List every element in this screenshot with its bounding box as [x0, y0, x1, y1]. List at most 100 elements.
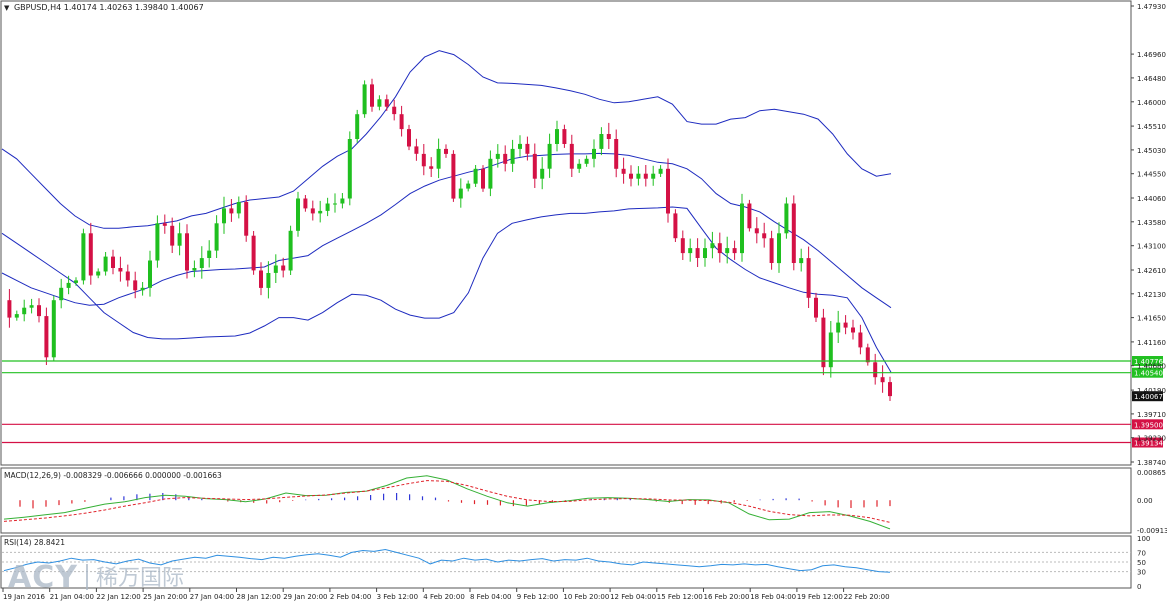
- resistance-level-value: 1.39134: [1134, 440, 1163, 448]
- bear-candle: [399, 114, 404, 130]
- bull-candle: [540, 168, 545, 179]
- bear-candle: [562, 129, 567, 144]
- time-axis-label: 16 Feb 20:00: [704, 593, 750, 601]
- symbol-quote: GBPUSD,H4 1.40174 1.40263 1.39840 1.4006…: [14, 3, 204, 12]
- rsi-axis-label: 70: [1137, 549, 1146, 557]
- support-level-value: 1.40776: [1134, 358, 1163, 366]
- bull-candle: [688, 248, 693, 254]
- bear-candle: [7, 300, 12, 318]
- bull-candle: [207, 250, 212, 258]
- acy-watermark: ACY 稀万国际: [8, 560, 184, 595]
- bull-candle: [296, 198, 300, 231]
- bear-candle: [259, 270, 263, 288]
- bear-candle: [791, 203, 796, 263]
- bull-candle: [836, 322, 841, 333]
- bear-candle: [843, 322, 848, 328]
- bull-candle: [828, 332, 833, 368]
- resistance-level-value: 1.39500: [1134, 421, 1163, 429]
- bull-candle: [355, 114, 360, 139]
- bull-candle: [725, 248, 730, 254]
- bear-candle: [673, 213, 678, 239]
- bear-candle: [370, 84, 374, 107]
- bull-candle: [222, 208, 226, 224]
- bear-candle: [37, 305, 41, 317]
- resistance-level-tag: [1132, 437, 1163, 448]
- price-axis-label: 1.41160: [1137, 339, 1166, 347]
- watermark-divider: [85, 564, 88, 590]
- bear-candle: [747, 203, 752, 229]
- bull-candle: [710, 243, 715, 249]
- bear-candle: [118, 268, 123, 272]
- bear-candle: [229, 208, 234, 214]
- bear-candle: [281, 265, 286, 271]
- bear-candle: [865, 347, 870, 363]
- bull-candle: [325, 203, 330, 211]
- macd-axis-label: 0.00: [1137, 497, 1153, 505]
- bear-candle: [569, 143, 574, 169]
- price-axis-label: 1.46000: [1137, 99, 1166, 107]
- bear-candle: [481, 168, 485, 189]
- bear-candle: [407, 129, 411, 147]
- bear-candle: [680, 238, 685, 254]
- time-axis-label: 18 Feb 04:00: [750, 593, 796, 601]
- bull-candle: [377, 99, 382, 107]
- bull-candle: [96, 271, 101, 276]
- bear-candle: [880, 377, 885, 383]
- time-axis-label: 10 Feb 20:00: [563, 593, 609, 601]
- bear-candle: [814, 297, 818, 318]
- rsi-axis-label: 50: [1137, 559, 1146, 567]
- price-axis-label: 1.39230: [1137, 435, 1166, 443]
- bull-candle: [473, 168, 478, 184]
- time-axis-label: 19 Jan 2016: [3, 593, 46, 601]
- bear-candle: [111, 256, 115, 268]
- bear-candle: [821, 317, 826, 368]
- bear-candle: [503, 153, 508, 164]
- time-axis-label: 2 Feb 04:00: [330, 593, 371, 601]
- time-axis-label: 8 Feb 04:00: [470, 593, 511, 601]
- price-axis-label: 1.42610: [1137, 267, 1166, 275]
- bull-candle: [651, 173, 656, 179]
- bear-candle: [525, 143, 530, 154]
- bull-candle: [74, 280, 78, 283]
- bear-candle: [125, 271, 130, 281]
- bull-candle: [273, 265, 278, 273]
- bull-candle: [140, 287, 145, 291]
- bull-candle: [148, 260, 152, 288]
- time-axis-label: 27 Jan 04:00: [190, 593, 234, 601]
- bear-candle: [732, 248, 737, 254]
- rsi-line: [3, 548, 891, 573]
- bull-candle: [177, 233, 182, 246]
- bull-candle: [466, 183, 471, 189]
- macd-axis-label: -0.009136: [1137, 527, 1167, 535]
- time-axis-label: 21 Jan 04:00: [50, 593, 94, 601]
- bear-candle: [606, 134, 611, 139]
- bull-candle: [318, 210, 323, 214]
- bull-candle: [488, 158, 493, 189]
- time-axis-label: 12 Feb 04:00: [610, 593, 656, 601]
- current-price-value: 1.40067: [1134, 393, 1163, 401]
- main-panel[interactable]: [0, 0, 1132, 466]
- bear-candle: [429, 166, 434, 169]
- collapse-triangle-icon: ▼: [4, 4, 10, 12]
- price-axis-label: 1.39710: [1137, 411, 1166, 419]
- price-axis-label: 1.40190: [1137, 387, 1166, 395]
- bull-candle: [658, 168, 663, 174]
- bear-candle: [310, 208, 315, 214]
- bull-candle: [436, 148, 441, 169]
- bull-candle: [495, 153, 500, 159]
- bear-candle: [303, 198, 308, 209]
- bull-candle: [103, 256, 108, 272]
- price-axis-label: 1.47930: [1137, 3, 1166, 11]
- bull-candle: [777, 233, 781, 264]
- bear-candle: [643, 173, 648, 179]
- bull-candle: [155, 223, 160, 261]
- bull-candle: [510, 148, 515, 164]
- bull-candle: [592, 148, 596, 159]
- support-level-tag: [1132, 356, 1163, 366]
- bear-candle: [185, 233, 189, 271]
- price-axis-label: 1.46480: [1137, 75, 1166, 83]
- time-axis-label: 15 Feb 12:00: [657, 593, 703, 601]
- price-axis-label: 1.38740: [1137, 459, 1166, 467]
- bear-candle: [392, 106, 397, 115]
